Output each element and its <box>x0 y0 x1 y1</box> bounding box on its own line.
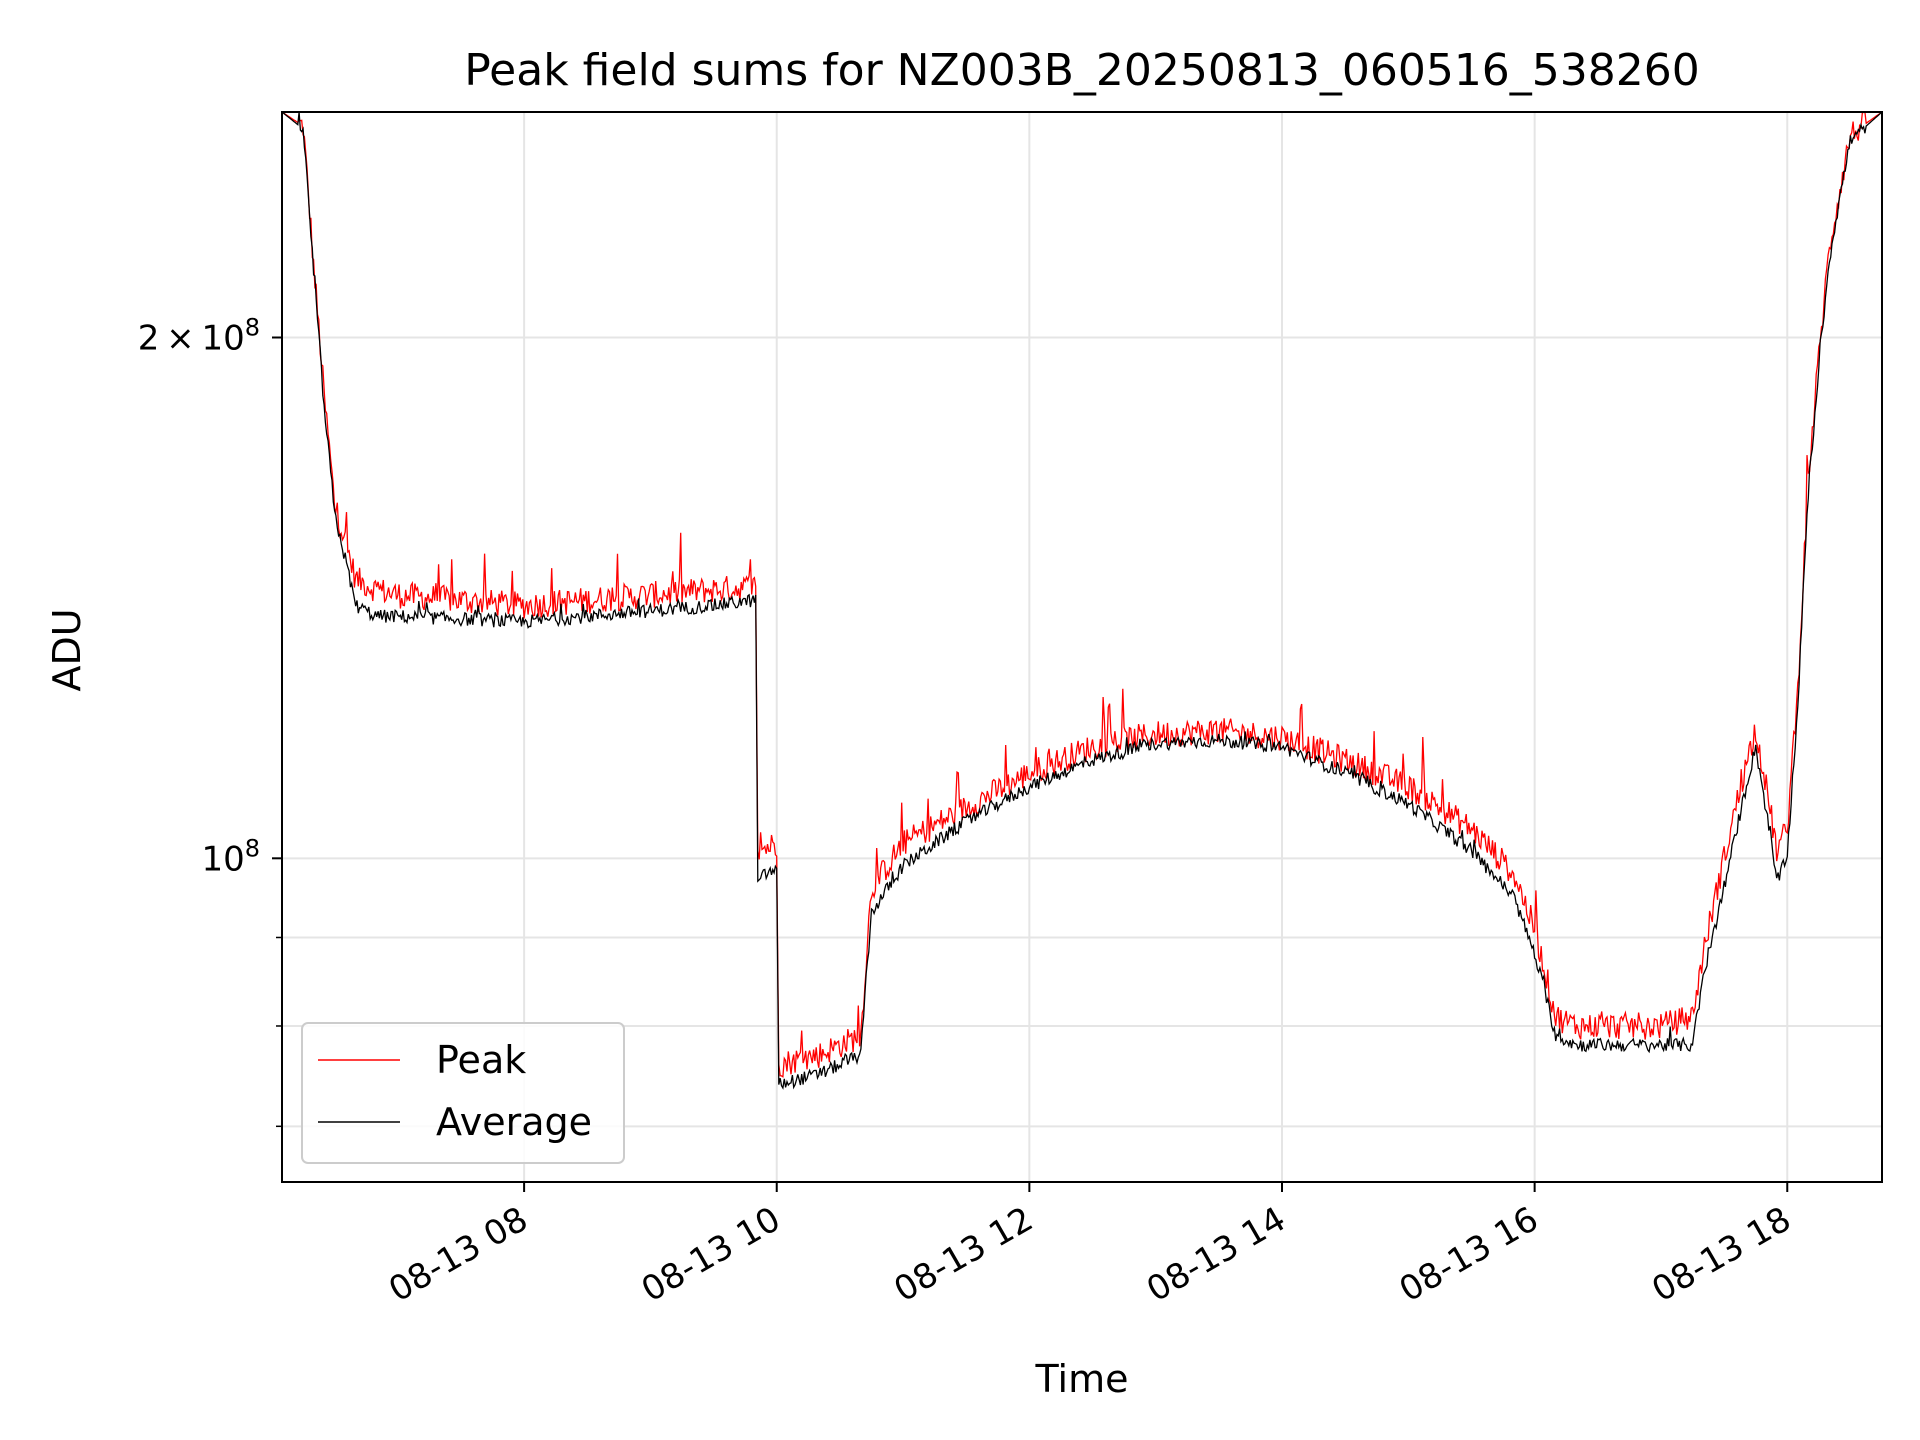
legend-average-label: Average <box>436 1100 592 1144</box>
y-tick-label: 108 <box>201 834 260 879</box>
grid <box>282 112 1882 1182</box>
x-tick-label: 08-13 18 <box>1645 1199 1797 1310</box>
x-tick-label: 08-13 12 <box>887 1199 1039 1310</box>
average-series-line <box>281 111 1883 1090</box>
y-axis-label: ADU <box>45 608 89 691</box>
chart-title: Peak field sums for NZ003B_20250813_0605… <box>464 45 1700 96</box>
x-tick-label: 08-13 08 <box>382 1199 534 1310</box>
legend-peak-label: Peak <box>436 1038 526 1082</box>
x-tick-label: 08-13 14 <box>1140 1199 1292 1310</box>
y-tick-label: 2 × 108 <box>138 313 260 358</box>
legend-box <box>301 1022 625 1164</box>
x-tick-label: 08-13 10 <box>635 1199 787 1310</box>
x-tick-label: 08-13 16 <box>1393 1199 1545 1310</box>
legend: Peak Average <box>301 1022 625 1164</box>
plot-frame <box>281 111 1883 1183</box>
plot-lines <box>281 111 1883 1090</box>
x-axis-label: Time <box>1035 1357 1129 1401</box>
peak-series-line <box>281 111 1883 1078</box>
